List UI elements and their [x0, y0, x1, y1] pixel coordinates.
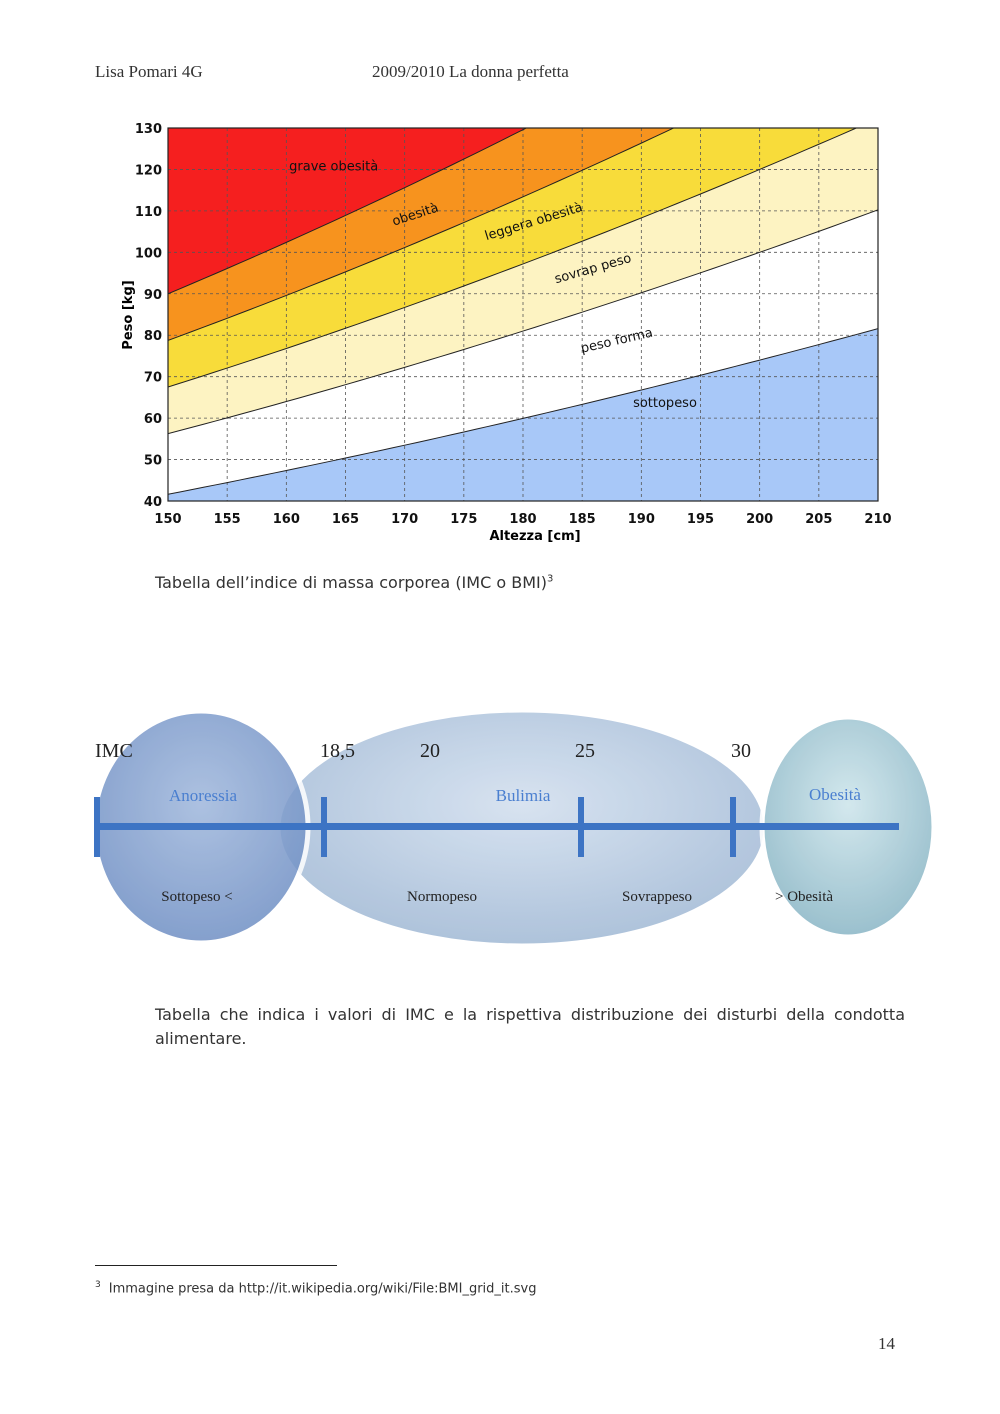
scale-tick-25 — [578, 797, 584, 857]
category-normopeso: Normopeso — [407, 889, 477, 905]
x-tick-8: 190 — [628, 512, 655, 527]
chart-caption-footnote-ref: 3 — [546, 573, 554, 585]
region-label-5: grave obesità — [289, 160, 378, 175]
y-tick-6: 100 — [135, 246, 162, 261]
region-label-0: sottopeso — [633, 396, 697, 411]
disorder-anoressia: Anoressia — [169, 786, 237, 805]
x-tick-labels: 150 155 160 165 170 175 180 185 190 195 200 205 210 — [154, 512, 891, 527]
bmi-boundary-2 — [168, 128, 858, 388]
page-number: 14 — [878, 1334, 895, 1353]
x-tick-4: 170 — [391, 512, 418, 527]
imc-axis-label: IMC — [95, 740, 133, 762]
bmi-boundary-1 — [168, 209, 878, 435]
chart-caption-text: Tabella dell’indice di massa corporea (I… — [155, 573, 547, 592]
y-tick-9: 130 — [135, 122, 162, 137]
category-sovrappeso: Sovrappeso — [622, 889, 692, 905]
header-author: Lisa Pomari 4G — [95, 62, 203, 81]
x-tick-10: 200 — [746, 512, 773, 527]
x-tick-5: 175 — [450, 512, 477, 527]
scale-tick-30 — [730, 797, 736, 857]
scale-axis-line — [96, 823, 899, 830]
footnote-text: Immagine presa da http://it.wikipedia.or… — [108, 1281, 537, 1297]
x-tick-0: 150 — [154, 512, 181, 527]
y-tick-3: 70 — [144, 371, 162, 386]
imc-value-25: 25 — [575, 740, 595, 762]
region-4 — [168, 128, 674, 341]
imc-value-20: 20 — [420, 740, 440, 762]
plot-frame — [167, 127, 879, 502]
region-5 — [168, 128, 527, 294]
category-sottopeso: Sottopeso < — [161, 889, 232, 905]
scale-caption: Tabella che indica i valori di IMC e la … — [155, 1005, 905, 1048]
region-0 — [168, 328, 878, 501]
footnote: 3 Immagine presa da http://it.wikipedia.o… — [95, 1280, 536, 1296]
imc-value-18-5: 18,5 — [320, 740, 355, 762]
scale-tick-start — [94, 797, 100, 857]
x-tick-6: 180 — [509, 512, 536, 527]
x-tick-3: 165 — [332, 512, 359, 527]
footnote-separator — [95, 1265, 337, 1266]
header-title: 2009/2010 La donna perfetta — [372, 62, 569, 81]
y-tick-7: 110 — [135, 205, 162, 220]
y-tick-2: 60 — [144, 412, 162, 427]
disorder-bulimia: Bulimia — [496, 786, 551, 805]
x-axis-label: Altezza [cm] — [489, 529, 580, 544]
x-tick-12: 210 — [864, 512, 891, 527]
bmi-boundary-3 — [168, 128, 675, 341]
y-tick-1: 50 — [144, 454, 162, 469]
region-3 — [168, 128, 857, 388]
scale-tick-18-5 — [321, 797, 327, 857]
x-tick-9: 195 — [687, 512, 714, 527]
imc-value-30: 30 — [731, 740, 751, 762]
y-tick-5: 90 — [144, 288, 162, 303]
bmi-boundary-4 — [168, 128, 528, 295]
category-obesita: > Obesità — [775, 889, 833, 905]
footnote-number: 3 — [95, 1280, 101, 1290]
y-tick-labels: 40 50 60 70 80 90 100 110 120 130 — [135, 122, 162, 510]
y-tick-4: 80 — [144, 329, 162, 344]
x-tick-2: 160 — [273, 512, 300, 527]
y-tick-0: 40 — [144, 495, 162, 510]
bmi-boundary-0 — [168, 328, 878, 495]
bmi-scale-diagram: IMC 18,5 20 25 30 Anoressia Bulimia Obes… — [91, 707, 937, 949]
y-axis-label: Peso [kg] — [121, 280, 136, 349]
chart-caption: Tabella dell’indice di massa corporea (I… — [155, 573, 553, 592]
y-tick-8: 120 — [135, 163, 162, 178]
x-tick-1: 155 — [214, 512, 241, 527]
x-tick-11: 205 — [805, 512, 832, 527]
bmi-chart: 150 155 160 165 170 175 180 185 190 195 200 205 210 … — [121, 122, 892, 544]
bmi-boundaries — [168, 128, 878, 495]
disorder-obesita: Obesità — [809, 785, 861, 804]
x-tick-7: 185 — [569, 512, 596, 527]
